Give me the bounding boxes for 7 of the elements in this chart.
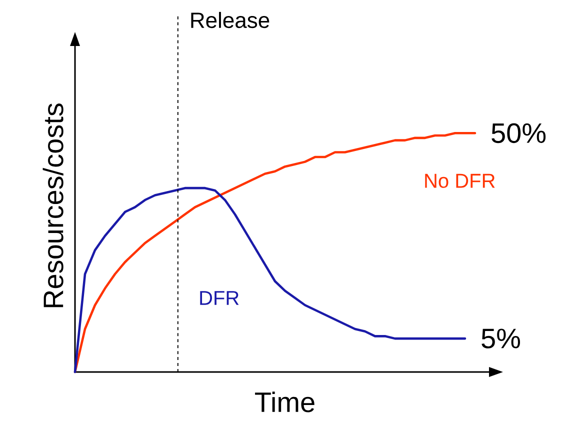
- y-axis-title: Resources/costs: [42, 104, 64, 308]
- text: 50%: [492, 123, 546, 144]
- annotation: 5%: [482, 328, 520, 348]
- series-label: DFR: [200, 291, 239, 305]
- x-axis-title: Time: [255, 392, 314, 412]
- series-label: No DFR: [425, 174, 495, 188]
- text: Release: [191, 12, 270, 28]
